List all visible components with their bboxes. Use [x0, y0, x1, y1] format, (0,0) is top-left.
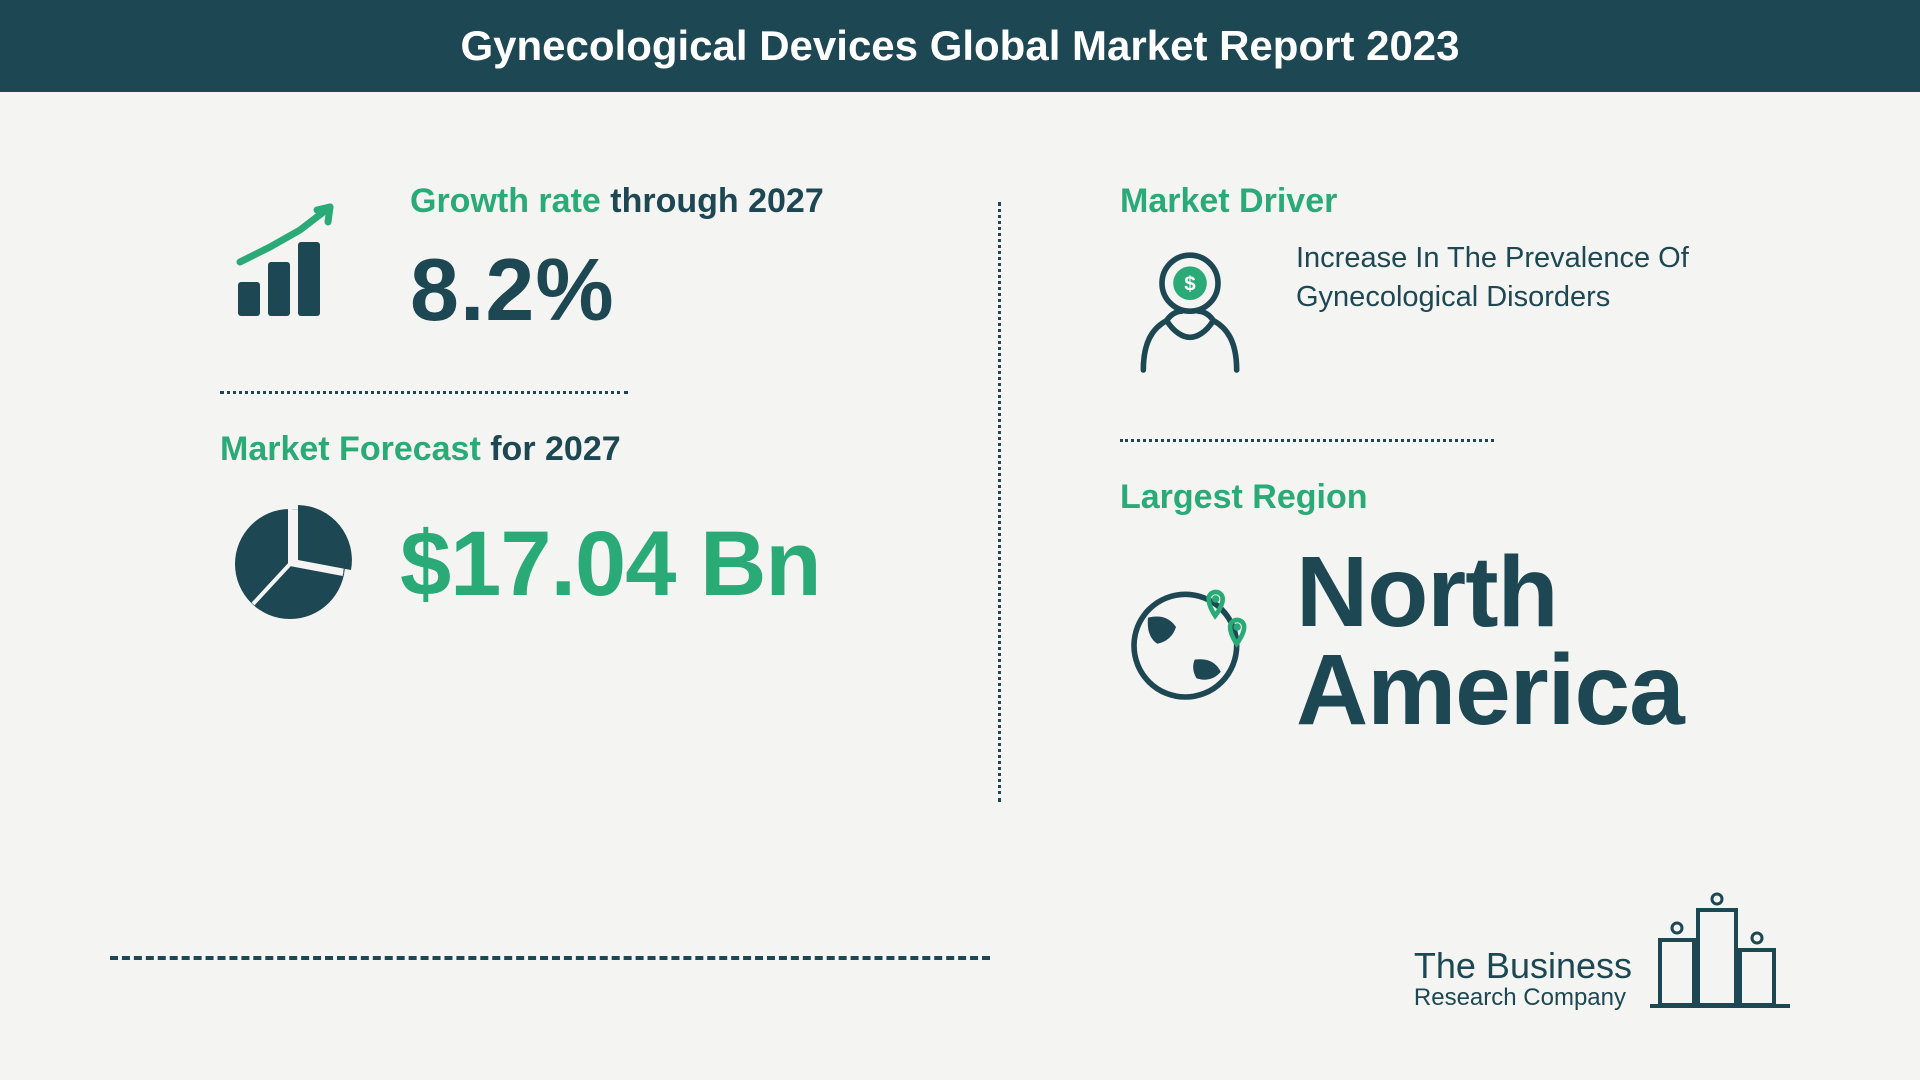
forecast-section: Market Forecast for 2027 $17.04 Bn — [220, 430, 900, 629]
left-dotted-divider — [220, 391, 628, 394]
forecast-value: $17.04 Bn — [400, 512, 821, 617]
logo-buildings-icon — [1650, 890, 1790, 1010]
driver-section: Market Driver $ Increase In The Prevalen… — [1120, 182, 1800, 389]
bottom-dashed-line — [110, 956, 990, 960]
hands-coin-icon: $ — [1120, 239, 1260, 389]
header-bar: Gynecological Devices Global Market Repo… — [0, 0, 1920, 92]
logo-line2: Research Company — [1414, 985, 1632, 1010]
driver-text: Increase In The Prevalence Of Gynecologi… — [1296, 239, 1736, 317]
region-section: Largest Region North America — [1120, 478, 1800, 739]
growth-chart-icon — [220, 192, 360, 332]
driver-label: Market Driver — [1120, 182, 1800, 221]
globe-pins-icon — [1120, 566, 1260, 716]
growth-section: Growth rate through 2027 8.2% — [220, 182, 900, 341]
region-line1: North — [1296, 543, 1684, 641]
vertical-divider — [998, 202, 1001, 802]
pie-chart-icon — [220, 499, 360, 629]
growth-label: Growth rate through 2027 — [410, 182, 824, 221]
growth-value: 8.2% — [410, 239, 824, 341]
logo-text: The Business Research Company — [1414, 947, 1632, 1010]
right-dotted-divider — [1120, 439, 1494, 442]
forecast-label-dark: for 2027 — [490, 430, 620, 468]
forecast-label-green: Market Forecast — [220, 430, 481, 468]
logo-line1: The Business — [1414, 947, 1632, 985]
region-line2: America — [1296, 641, 1684, 739]
content-area: Growth rate through 2027 8.2% Market For… — [0, 92, 1920, 789]
region-label: Largest Region — [1120, 478, 1800, 517]
header-title: Gynecological Devices Global Market Repo… — [460, 22, 1459, 69]
region-value: North America — [1296, 543, 1684, 739]
right-column: Market Driver $ Increase In The Prevalen… — [980, 182, 1800, 789]
svg-text:$: $ — [1184, 273, 1196, 296]
growth-label-green: Growth rate — [410, 182, 601, 220]
forecast-label: Market Forecast for 2027 — [220, 430, 900, 469]
left-column: Growth rate through 2027 8.2% Market For… — [220, 182, 980, 789]
company-logo: The Business Research Company — [1414, 890, 1790, 1010]
growth-label-dark: through 2027 — [610, 182, 823, 220]
